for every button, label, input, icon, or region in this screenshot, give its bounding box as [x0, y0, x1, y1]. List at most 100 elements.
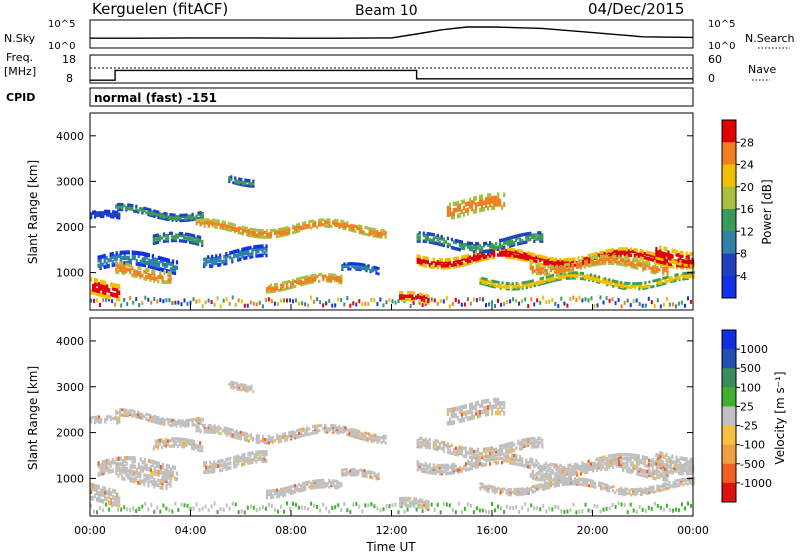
power-cell [113, 257, 116, 262]
power-cell [100, 279, 103, 285]
velocity-cell [637, 454, 640, 458]
power-cell [533, 252, 536, 257]
power-cell [575, 297, 578, 302]
power-cell [559, 258, 562, 262]
power-cell [412, 300, 415, 305]
velocity-cell [489, 458, 492, 462]
power-cell [237, 231, 240, 235]
velocity-cell [495, 451, 498, 456]
velocity-cell [521, 444, 524, 449]
power-cell [675, 249, 678, 254]
velocity-cell [197, 429, 200, 433]
velocity-cell [96, 490, 99, 496]
velocity-cell [252, 505, 255, 510]
velocity-cell [509, 461, 512, 465]
power-cell [127, 250, 130, 255]
power-cell [551, 267, 554, 271]
velocity-cell [521, 446, 524, 451]
velocity-cell [251, 451, 254, 455]
power-cell [644, 261, 647, 265]
power-cell [569, 269, 573, 273]
power-cell [525, 236, 528, 240]
power-cell [499, 201, 502, 207]
velocity-cell [644, 508, 647, 513]
velocity-cell [129, 409, 132, 412]
power-cell [545, 272, 548, 276]
velocity-cell [96, 510, 98, 515]
velocity-cell [340, 430, 343, 434]
velocity-cell [253, 455, 256, 460]
power-cell [428, 232, 431, 236]
power-cell [577, 256, 580, 260]
velocity-cell [513, 448, 516, 453]
power-cell [207, 220, 210, 224]
velocity-cell [533, 464, 536, 469]
velocity-cell [364, 503, 367, 508]
power-cell [187, 236, 190, 240]
power-cell [648, 284, 651, 288]
power-cell [612, 284, 615, 288]
velocity-cell [418, 436, 421, 441]
power-cell [96, 278, 99, 284]
power-cell [112, 286, 115, 291]
velocity-cell [370, 438, 373, 442]
power-cell [460, 261, 463, 265]
velocity-cell [348, 433, 351, 437]
velocity-cell [286, 438, 289, 442]
power-cell [539, 235, 542, 239]
velocity-cell [334, 426, 337, 430]
velocity-cell [361, 468, 364, 472]
velocity-cell [399, 498, 402, 503]
power-cell [480, 197, 484, 203]
power-cell [147, 297, 150, 302]
power-cell [127, 263, 130, 267]
velocity-cell [518, 510, 521, 514]
velocity-cell [605, 506, 608, 511]
velocity-cell [286, 489, 289, 493]
power-cell [458, 239, 461, 244]
power-cell [135, 204, 138, 208]
power-cell [677, 252, 680, 258]
power-cell [332, 275, 335, 279]
velocity-cell [460, 405, 463, 410]
power-cell [233, 228, 236, 232]
velocity-cell [178, 441, 182, 445]
velocity-cell [255, 440, 258, 444]
power-cell [344, 222, 347, 226]
velocity-cell [491, 452, 494, 456]
velocity-cell [139, 472, 142, 476]
power-cell [135, 259, 138, 264]
power-cell [157, 279, 160, 284]
velocity-cell [485, 454, 488, 459]
velocity-cell [581, 461, 584, 465]
velocity-cell [440, 469, 443, 474]
power-cell [657, 255, 660, 260]
velocity-cell [119, 411, 122, 414]
velocity-cell [438, 463, 441, 468]
velocity-cell [99, 506, 101, 510]
power-cell [517, 287, 520, 291]
power-cell [273, 228, 277, 232]
power-cell [322, 277, 325, 281]
power-cell [102, 292, 105, 298]
power-cell [616, 262, 619, 266]
velocity-cell [316, 424, 319, 428]
velocity-cell [286, 486, 289, 490]
power-cell [123, 261, 126, 266]
power-cell [513, 256, 516, 260]
velocity-cell [131, 456, 134, 461]
power-cell [240, 180, 243, 184]
velocity-cell [587, 459, 590, 464]
velocity-cell [181, 437, 184, 441]
velocity-cell [126, 507, 129, 512]
power-cell [282, 228, 285, 232]
power-cell [663, 259, 667, 263]
velocity-cell [436, 469, 439, 474]
power-cell [340, 278, 343, 282]
power-cell [587, 260, 590, 264]
velocity-cell [138, 506, 141, 511]
velocity-cell [519, 459, 522, 463]
power-cell [207, 221, 210, 225]
power-cell [172, 238, 176, 243]
